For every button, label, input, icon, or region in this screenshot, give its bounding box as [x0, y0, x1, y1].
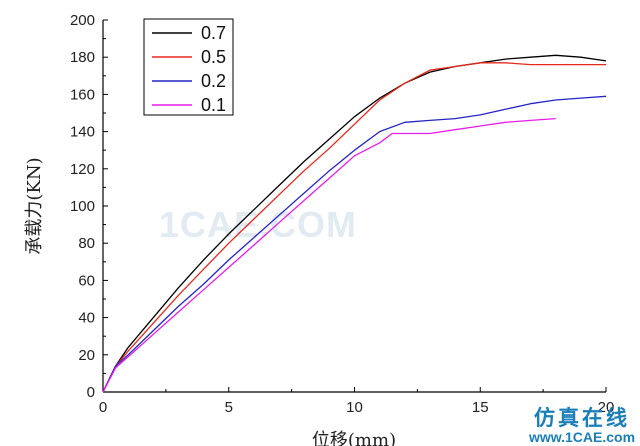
y-tick-label: 80 [78, 235, 95, 252]
x-tick-label: 10 [346, 399, 363, 416]
x-tick-label: 15 [472, 399, 489, 416]
y-axis-title: 承载力(KN) [24, 157, 45, 254]
x-tick-label: 20 [598, 399, 615, 416]
series-line-0-7 [102, 54, 607, 393]
y-tick-label: 160 [70, 86, 95, 103]
y-tick-label: 140 [70, 124, 95, 141]
watermark-center: 1CAE.COM [159, 204, 357, 245]
series-line-0-5 [102, 62, 606, 393]
watermark-site-url: www.1CAE.com [528, 429, 635, 445]
y-tick-label: 180 [70, 49, 95, 66]
y-tick-label: 20 [78, 347, 95, 364]
series-lines [102, 54, 607, 393]
legend-label: 0.7 [201, 23, 226, 43]
legend-label: 0.1 [201, 95, 226, 115]
y-tick-label: 120 [70, 161, 95, 178]
legend-label: 0.2 [201, 71, 226, 91]
site-watermark: 仿真在线 www.1CAE.com [528, 405, 635, 445]
y-tick-label: 60 [78, 272, 95, 289]
y-tick-label: 0 [87, 384, 95, 401]
legend-box [143, 18, 234, 116]
x-axis-title: 位移(mm) [312, 430, 396, 446]
y-tick-label: 100 [70, 198, 95, 215]
y-tick-label: 40 [78, 310, 95, 327]
y-tick-label: 200 [70, 12, 95, 29]
series-line-0-2 [102, 95, 607, 393]
x-tick-label: 0 [99, 399, 107, 416]
x-ticks: 0 5 10 15 20 [99, 387, 615, 416]
y-ticks: 0 20 40 60 80 100 120 140 160 180 200 [70, 12, 108, 401]
legend: 0.7 0.5 0.2 0.1 [143, 18, 234, 116]
watermark-site-name: 仿真在线 [534, 405, 630, 430]
legend-label: 0.5 [201, 47, 226, 67]
series-line-0-1 [102, 117, 556, 393]
x-tick-label: 5 [225, 399, 233, 416]
